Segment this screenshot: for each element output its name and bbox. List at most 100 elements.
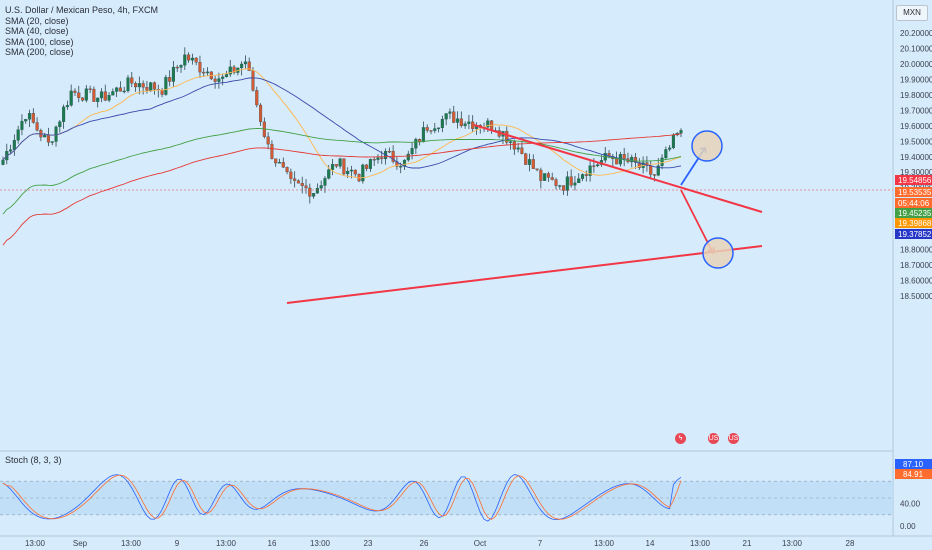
candle-body bbox=[622, 154, 626, 159]
price-tick-label: 19.80000 bbox=[900, 91, 932, 100]
candle-body bbox=[65, 105, 69, 108]
candle-body bbox=[35, 122, 39, 131]
candle-body bbox=[380, 157, 384, 160]
price-tag-box bbox=[895, 198, 932, 208]
price-tag-box bbox=[895, 229, 932, 239]
price-tick-label: 19.30000 bbox=[900, 168, 932, 177]
candle-body bbox=[323, 178, 327, 186]
candle-body bbox=[349, 169, 354, 172]
candle-body bbox=[9, 149, 13, 152]
candle-body bbox=[425, 127, 429, 131]
candle-body bbox=[448, 111, 452, 114]
candle-body bbox=[327, 169, 331, 179]
candle-body bbox=[387, 150, 391, 153]
candle-body bbox=[584, 174, 588, 176]
candle-body bbox=[20, 120, 24, 130]
stoch-tag-value: 87.10 bbox=[903, 460, 924, 469]
candle-body bbox=[171, 66, 175, 82]
candle-body bbox=[164, 77, 168, 95]
candle-body bbox=[296, 180, 300, 184]
legend-sma40[interactable]: SMA (40, close) bbox=[5, 26, 69, 36]
legend-sma200[interactable]: SMA (200, close) bbox=[5, 47, 74, 57]
price-tag-box bbox=[895, 208, 932, 218]
candle-body bbox=[444, 113, 448, 120]
candle-body bbox=[338, 158, 342, 167]
price-tag-value: 19.37852 bbox=[898, 230, 932, 239]
candle-body bbox=[569, 176, 573, 186]
candle-body bbox=[270, 143, 274, 159]
price-tick-label: 19.70000 bbox=[900, 106, 932, 115]
legend-sma100[interactable]: SMA (100, close) bbox=[5, 36, 74, 47]
candle-body bbox=[524, 153, 528, 165]
candle-body bbox=[577, 178, 581, 184]
price-tick-label: 19.90000 bbox=[900, 75, 932, 84]
candle-body bbox=[615, 158, 619, 165]
time-tick-label: 13:00 bbox=[25, 539, 46, 548]
candle-body bbox=[27, 113, 32, 120]
us-flag-event-icon-2[interactable]: US bbox=[728, 433, 739, 444]
candle-body bbox=[224, 74, 229, 78]
chart-legend: U.S. Dollar / Mexican Peso, 4h, FXCM SMA… bbox=[5, 5, 158, 58]
candle-body bbox=[213, 78, 217, 82]
candle-body bbox=[16, 129, 20, 141]
candle-body bbox=[217, 78, 221, 82]
candle-body bbox=[73, 90, 77, 93]
lower-trendline bbox=[286, 245, 763, 304]
candle-body bbox=[539, 169, 543, 181]
candle-body bbox=[190, 57, 194, 61]
candle-body bbox=[361, 164, 365, 182]
candle-body bbox=[130, 77, 134, 84]
candle-body bbox=[467, 121, 471, 124]
price-tick-label: 20.00000 bbox=[900, 60, 932, 69]
price-tick-label: 20.20000 bbox=[900, 29, 932, 38]
candle-body bbox=[175, 66, 179, 69]
stoch-legend[interactable]: Stoch (8, 3, 3) bbox=[5, 455, 62, 465]
stoch-k-line bbox=[2, 474, 682, 522]
time-tick-label: 13:00 bbox=[310, 539, 331, 548]
price-tick-label: 19.50000 bbox=[900, 137, 932, 146]
candle-body bbox=[141, 83, 145, 88]
candle-body bbox=[421, 127, 425, 143]
candle-body bbox=[353, 169, 357, 175]
candle-body bbox=[308, 187, 312, 197]
candles-group bbox=[1, 47, 683, 204]
candle-body bbox=[463, 123, 467, 127]
time-tick-label: 13:00 bbox=[690, 539, 711, 548]
currency-badge[interactable]: MXN bbox=[896, 5, 928, 21]
candle-body bbox=[202, 71, 206, 74]
price-tick-label: 18.70000 bbox=[900, 261, 932, 270]
candle-body bbox=[50, 141, 54, 143]
candle-body bbox=[240, 63, 244, 69]
us-flag-event-icon[interactable]: US bbox=[708, 433, 719, 444]
candle-body bbox=[99, 91, 104, 99]
target-up-circle bbox=[691, 130, 723, 162]
candle-body bbox=[111, 91, 115, 96]
price-tag-box bbox=[895, 187, 932, 197]
candle-body bbox=[312, 193, 316, 197]
candle-body bbox=[149, 82, 153, 91]
sma-line-40 bbox=[2, 77, 682, 169]
candle-body bbox=[596, 164, 600, 167]
candle-body bbox=[88, 88, 92, 90]
candle-body bbox=[671, 134, 675, 149]
legend-sma20[interactable]: SMA (20, close) bbox=[5, 15, 69, 26]
stoch-tick-label: 40.00 bbox=[900, 500, 921, 509]
candle-body bbox=[592, 165, 596, 167]
candle-body bbox=[304, 185, 308, 189]
candle-body bbox=[440, 118, 444, 128]
candle-body bbox=[285, 167, 289, 173]
legend-symbol[interactable]: U.S. Dollar / Mexican Peso, 4h, FXCM bbox=[5, 5, 159, 15]
candle-body bbox=[103, 91, 107, 101]
candle-body bbox=[656, 165, 660, 176]
candle-body bbox=[550, 177, 554, 180]
candle-body bbox=[243, 61, 247, 65]
lightning-event-icon[interactable]: ϟ bbox=[675, 433, 686, 444]
time-tick-label: 9 bbox=[175, 539, 180, 548]
candle-body bbox=[281, 162, 285, 168]
candle-body bbox=[516, 147, 520, 150]
candle-body bbox=[346, 170, 350, 175]
candle-body bbox=[315, 187, 319, 194]
